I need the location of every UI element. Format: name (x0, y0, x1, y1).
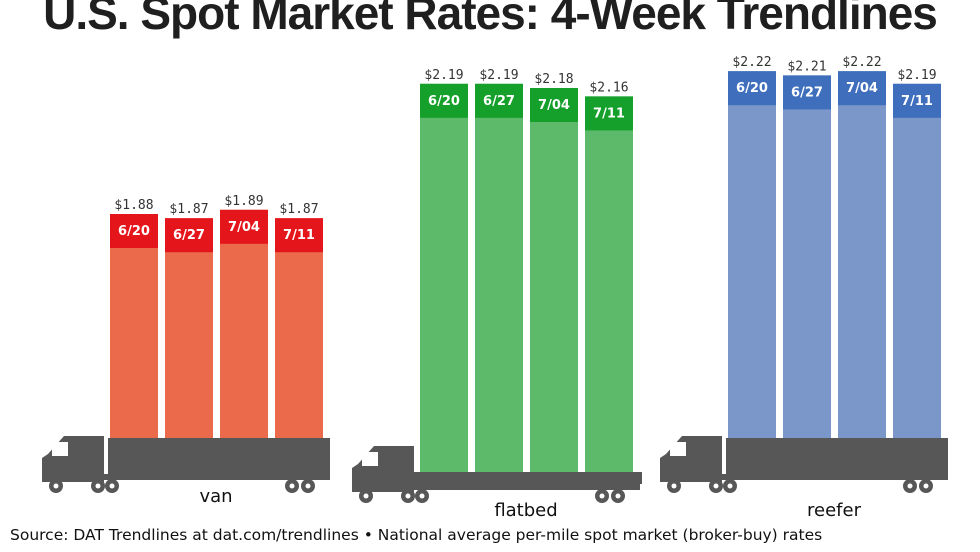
reefer-bar (783, 75, 831, 439)
value-label: $2.19 (424, 68, 463, 83)
truck-window-icon (362, 452, 378, 466)
value-label: $1.87 (279, 202, 318, 217)
van-bar (275, 218, 323, 438)
week-label: 6/20 (428, 94, 460, 109)
flatbed-deck (410, 472, 642, 484)
van-bar-week-header (220, 209, 268, 244)
reefer-bar-week-header (893, 83, 941, 118)
wheel-hub-icon (727, 483, 733, 489)
van-bar (165, 218, 213, 438)
van-bar (220, 209, 268, 438)
wheel-hub-icon (95, 483, 101, 489)
wheel-hub-icon (599, 493, 605, 499)
reefer-bar (893, 83, 941, 439)
reefer-bar (838, 71, 886, 438)
flatbed-bar (475, 83, 523, 473)
wheel-hub-icon (53, 483, 59, 489)
van-bar-week-header (275, 218, 323, 253)
week-label: 6/27 (791, 85, 823, 100)
category-label: van (199, 486, 232, 507)
week-label: 7/11 (283, 228, 315, 243)
wheel-hub-icon (907, 483, 913, 489)
truck-chassis (42, 474, 330, 480)
van-bar-week-header (110, 214, 158, 248)
week-label: 7/11 (593, 106, 625, 121)
value-label: $2.22 (842, 55, 881, 70)
flatbed-bar-week-header (475, 83, 523, 118)
value-label: $2.19 (897, 68, 936, 83)
flatbed-bar-week-header (585, 96, 633, 131)
flatbed-bar (420, 83, 468, 473)
reefer-trailer (726, 438, 948, 474)
van-bar-week-header (165, 218, 213, 253)
week-label: 7/04 (846, 81, 878, 96)
wheel-hub-icon (289, 483, 295, 489)
van-trailer (108, 438, 330, 474)
category-label: reefer (807, 500, 862, 521)
week-label: 6/27 (173, 228, 205, 243)
wheel-hub-icon (305, 483, 311, 489)
value-label: $2.19 (479, 68, 518, 83)
wheel-hub-icon (615, 493, 621, 499)
chart-title: U.S. Spot Market Rates: 4-Week Trendline… (43, 0, 938, 39)
reefer-bar-week-header (783, 75, 831, 110)
value-label: $2.16 (589, 80, 628, 95)
source-note: Source: DAT Trendlines at dat.com/trendl… (10, 526, 823, 544)
reefer-bar-week-header (838, 71, 886, 106)
wheel-hub-icon (923, 483, 929, 489)
week-label: 6/20 (118, 224, 150, 239)
value-label: $1.89 (224, 194, 263, 209)
truck-window-icon (670, 442, 686, 456)
value-label: $1.87 (169, 202, 208, 217)
flatbed-bar (530, 88, 578, 472)
flatbed-bar-week-header (420, 83, 468, 118)
wheel-hub-icon (419, 493, 425, 499)
truck-chassis (352, 484, 640, 490)
week-label: 6/27 (483, 94, 515, 109)
week-label: 6/20 (736, 81, 768, 96)
wheel-hub-icon (109, 483, 115, 489)
reefer-bar-week-header (728, 71, 776, 106)
truck-window-icon (52, 442, 68, 456)
van-bar (110, 214, 158, 438)
truck-chassis (660, 474, 948, 480)
value-label: $1.88 (114, 198, 153, 213)
reefer-bar (728, 71, 776, 438)
value-label: $2.21 (787, 59, 826, 74)
week-label: 7/04 (228, 220, 260, 235)
wheel-hub-icon (671, 483, 677, 489)
flatbed-bar (585, 96, 633, 473)
wheel-hub-icon (405, 493, 411, 499)
week-label: 7/04 (538, 98, 570, 113)
flatbed-bar-week-header (530, 88, 578, 122)
value-label: $2.18 (534, 72, 573, 87)
wheel-hub-icon (363, 493, 369, 499)
wheel-hub-icon (713, 483, 719, 489)
value-label: $2.22 (732, 55, 771, 70)
week-label: 7/11 (901, 94, 933, 109)
category-label: flatbed (494, 500, 557, 521)
